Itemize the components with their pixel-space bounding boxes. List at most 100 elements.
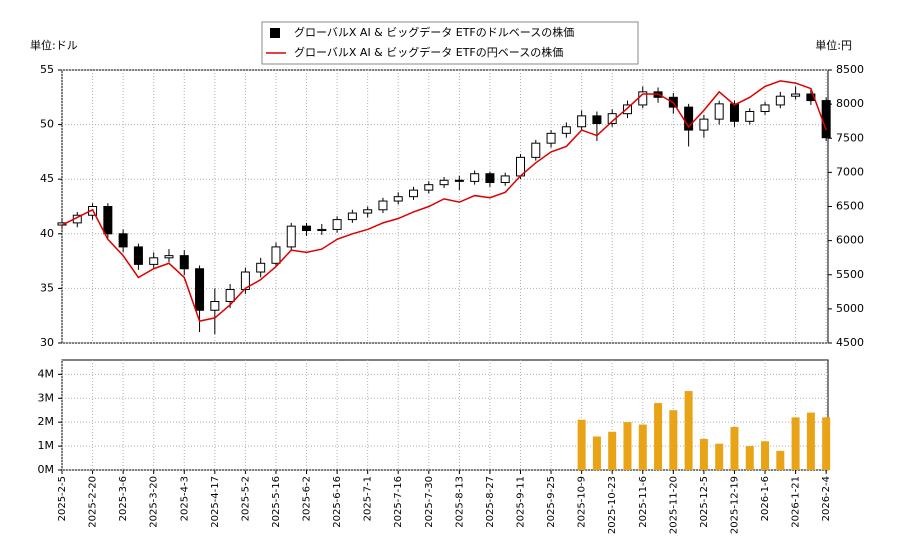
volume-bar	[761, 441, 770, 470]
candle-body	[714, 103, 724, 120]
candle-body	[195, 268, 205, 311]
y2-tick-label: 5500	[836, 268, 864, 281]
y2-tick-label: 5000	[836, 302, 864, 315]
y2-tick-label: 6500	[836, 200, 864, 213]
x-tick-label: 2025-10-9	[577, 476, 588, 528]
x-tick-label: 2025-5-16	[271, 476, 282, 528]
candle-body	[684, 106, 694, 131]
volume-bar	[806, 412, 815, 470]
volume-bar	[608, 431, 617, 470]
y-tick-label: 55	[40, 63, 54, 76]
y2-tick-label: 7000	[836, 165, 864, 178]
candle-body	[760, 104, 770, 112]
legend-swatch	[270, 28, 280, 38]
x-tick-label: 2025-6-16	[332, 476, 343, 528]
x-tick-label: 2025-6-2	[302, 476, 313, 521]
candle-body	[347, 212, 357, 221]
x-tick-label: 2025-10-23	[607, 476, 618, 534]
x-tick-label: 2025-3-6	[118, 476, 129, 521]
candle-body	[286, 225, 296, 248]
volume-bar	[638, 424, 647, 470]
x-tick-label: 2025-7-1	[363, 476, 374, 521]
volume-bar	[592, 436, 601, 470]
y-tick-label: 35	[40, 281, 54, 294]
legend-label: グローバルX AI & ビッグデータ ETFの円ベースの株価	[294, 45, 563, 59]
candle-body	[791, 93, 801, 97]
candle-body	[179, 255, 189, 270]
x-tick-label: 2025-5-2	[240, 476, 251, 521]
candle-body	[699, 118, 709, 131]
volume-bar	[730, 426, 739, 470]
x-tick-label: 2026-1-6	[760, 476, 771, 521]
x-tick-label: 2025-2-20	[88, 476, 99, 528]
candle-body	[363, 209, 373, 214]
y-tick-label: 30	[40, 336, 54, 349]
candle-body	[577, 115, 587, 128]
volume-bar	[669, 410, 678, 470]
volume-bar	[822, 417, 831, 470]
candle-body	[745, 110, 755, 122]
candle-body	[470, 173, 480, 182]
x-tick-label: 2025-9-25	[546, 476, 557, 528]
candle-body	[622, 104, 632, 115]
volume-frame	[61, 359, 829, 471]
candle-body	[729, 103, 739, 122]
volume-bar	[654, 403, 663, 470]
candle-body	[271, 246, 281, 264]
candle-body	[103, 206, 113, 235]
volume-bar	[791, 417, 800, 470]
candle-body	[256, 262, 266, 273]
y2-tick-label: 7500	[836, 131, 864, 144]
volume-bar	[684, 391, 693, 470]
candle-body	[561, 126, 571, 134]
x-tick-label: 2025-11-6	[638, 476, 649, 528]
candle-body	[775, 95, 785, 106]
price-line	[61, 80, 827, 323]
volume-bar	[715, 443, 724, 470]
candle-body	[302, 225, 312, 232]
candle-body	[500, 175, 510, 183]
volume-bar	[745, 446, 754, 470]
candle-body	[424, 184, 434, 191]
y-tick-label: 1M	[38, 439, 55, 452]
volume-bar	[623, 422, 632, 470]
x-tick-label: 2025-8-27	[485, 476, 496, 528]
legend	[261, 21, 639, 65]
candle-body	[409, 189, 419, 198]
candle-body	[454, 179, 464, 182]
y-tick-label: 40	[40, 227, 54, 240]
candle-body	[149, 257, 159, 265]
x-tick-label: 2025-12-19	[729, 476, 740, 534]
candle-body	[133, 246, 143, 265]
y2-unit-label: 単位:円	[815, 38, 852, 52]
y-tick-label: 4M	[38, 367, 55, 380]
y2-tick-label: 6000	[836, 234, 864, 247]
candle-body	[485, 173, 495, 183]
x-tick-label: 2025-8-13	[454, 476, 465, 528]
candle-body	[546, 132, 556, 144]
volume-bar	[776, 450, 785, 470]
x-tick-label: 2025-3-20	[149, 476, 160, 528]
candle-body	[118, 233, 128, 248]
candle-body	[57, 222, 67, 226]
candle-body	[439, 179, 449, 186]
candle-body	[332, 219, 342, 230]
x-tick-label: 2026-2-4	[821, 476, 832, 521]
x-tick-label: 2025-11-20	[668, 476, 679, 534]
candle-body	[225, 288, 235, 303]
candle-body	[210, 301, 220, 311]
x-tick-label: 2025-7-30	[424, 476, 435, 528]
candle-body	[821, 100, 831, 139]
x-tick-label: 2026-1-21	[791, 476, 802, 528]
y-tick-label: 2M	[38, 415, 55, 428]
x-tick-label: 2025-2-5	[57, 476, 68, 521]
x-tick-label: 2025-7-16	[393, 476, 404, 528]
candle-body	[164, 255, 174, 259]
candle-body	[393, 196, 403, 202]
candle-body	[592, 115, 602, 125]
y-tick-label: 3M	[38, 391, 55, 404]
candle-body	[317, 228, 327, 232]
candle-body	[531, 142, 541, 158]
price-frame	[61, 69, 829, 344]
